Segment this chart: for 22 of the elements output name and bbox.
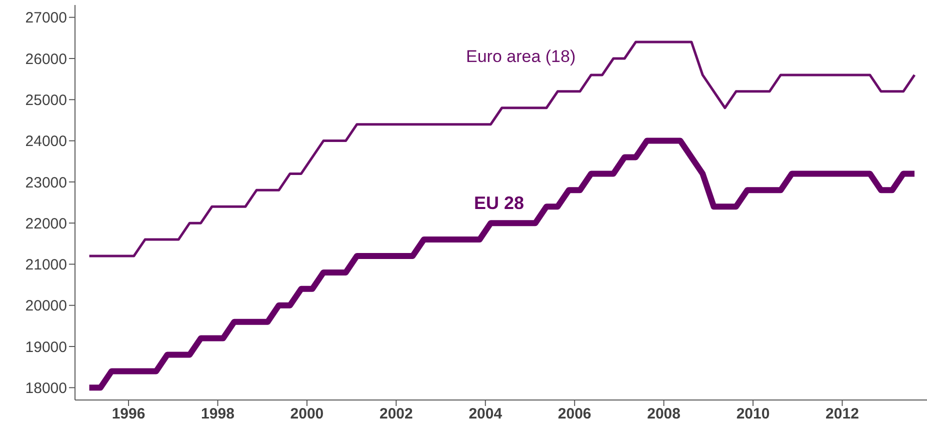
y-tick-label: 25000 bbox=[25, 92, 67, 109]
y-tick-label: 22000 bbox=[25, 215, 67, 232]
x-tick-label: 2010 bbox=[736, 406, 770, 423]
y-tick-label: 27000 bbox=[25, 10, 67, 27]
series-label: EU 28 bbox=[474, 193, 524, 213]
x-tick-label: 2004 bbox=[468, 406, 503, 423]
y-tick-label: 24000 bbox=[25, 133, 67, 150]
y-tick-label: 23000 bbox=[25, 174, 67, 192]
x-tick-label: 2012 bbox=[826, 406, 859, 423]
x-tick-label: 2000 bbox=[290, 406, 324, 423]
line-series bbox=[88, 40, 916, 258]
x-tick-label: 2008 bbox=[647, 406, 681, 423]
x-tick-label: 2006 bbox=[558, 406, 592, 423]
y-tick-label: 18000 bbox=[25, 380, 67, 397]
series-label: Euro area (18) bbox=[466, 47, 576, 66]
y-tick-label: 26000 bbox=[25, 50, 67, 68]
x-tick-label: 1996 bbox=[112, 406, 146, 423]
y-tick-label: 19000 bbox=[25, 338, 67, 356]
y-tick-label: 20000 bbox=[25, 298, 67, 315]
y-tick-label: 21000 bbox=[25, 256, 67, 274]
x-tick-label: 2002 bbox=[379, 406, 413, 423]
x-tick-label: 1998 bbox=[201, 406, 234, 423]
